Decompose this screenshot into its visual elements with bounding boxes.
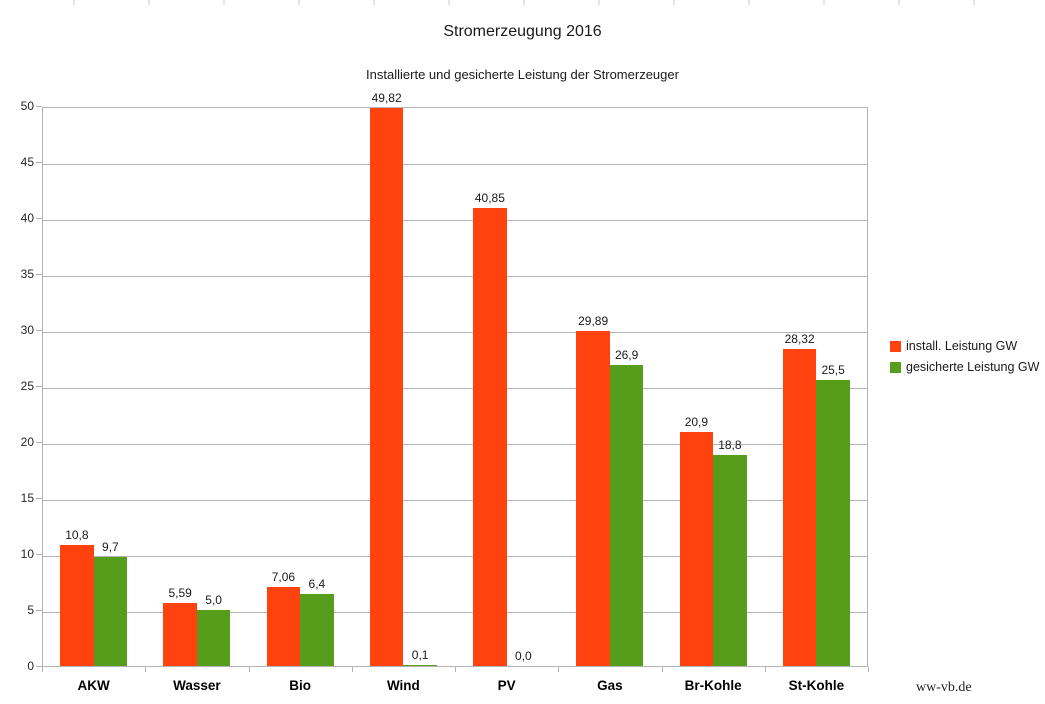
category-label-AKW: AKW [77, 678, 110, 693]
bar-install-PV [473, 208, 507, 666]
gridline-40 [43, 220, 867, 221]
chart-title: Stromerzeugung 2016 [443, 23, 602, 40]
category-label-Br-Kohle: Br-Kohle [684, 678, 742, 693]
x-axis-tick-0 [42, 667, 43, 672]
y-axis-tick-0 [36, 666, 42, 667]
y-axis-tick-45 [36, 162, 42, 163]
legend-label-installed: install. Leistung GW [906, 339, 1018, 353]
gridline-30 [43, 332, 867, 333]
y-axis-tick-35 [36, 274, 42, 275]
x-axis-tick-6 [661, 667, 663, 672]
value-label-install-PV: 40,85 [474, 191, 505, 206]
y-axis-tick-15 [36, 498, 42, 499]
bar-gesichert-St-Kohle [816, 380, 850, 666]
y-axis-label-5: 5 [27, 603, 34, 617]
y-axis-label-30: 30 [20, 323, 34, 337]
y-axis-tick-40 [36, 218, 42, 219]
y-axis-tick-30 [36, 330, 42, 331]
bar-gesichert-Gas [609, 364, 644, 666]
y-axis-label-40: 40 [20, 211, 34, 225]
value-label-gesichert-St-Kohle: 25,5 [821, 363, 845, 378]
gridline-15 [43, 500, 867, 501]
value-label-install-Wasser: 5,59 [168, 586, 192, 601]
bar-install-AKW [60, 545, 94, 666]
legend-item-secured: gesicherte Leistung GW [890, 360, 1039, 374]
bar-gesichert-Bio [300, 594, 334, 666]
bar-gesichert-Wind [403, 664, 437, 666]
category-label-PV: PV [497, 678, 516, 693]
value-label-gesichert-Wind: 0,1 [411, 647, 429, 662]
legend-label-secured: gesicherte Leistung GW [906, 360, 1040, 374]
x-axis-tick-1 [145, 667, 147, 672]
legend-item-installed: install. Leistung GW [890, 339, 1039, 353]
value-label-install-St-Kohle: 28,32 [784, 331, 815, 346]
category-label-Gas: Gas [597, 678, 623, 693]
y-axis-tick-25 [36, 386, 42, 387]
secured-series-swatch-icon [890, 361, 901, 373]
bar-gesichert-Br-Kohle [713, 455, 747, 666]
y-axis-tick-5 [36, 610, 42, 611]
bar-install-St-Kohle [782, 348, 817, 666]
gridline-25 [43, 388, 867, 389]
value-label-gesichert-AKW: 9,7 [102, 540, 119, 555]
bar-install-Wasser [163, 603, 197, 666]
y-axis-tick-20 [36, 442, 42, 443]
value-label-gesichert-Wasser: 5,0 [205, 593, 222, 607]
x-axis-tick-3 [351, 667, 353, 672]
bar-install-Wind [369, 108, 404, 666]
category-label-Bio: Bio [289, 678, 311, 693]
y-axis-label-20: 20 [20, 435, 34, 449]
x-axis-tick-7 [764, 667, 766, 672]
y-axis-label-15: 15 [20, 491, 34, 505]
y-axis-tick-50 [36, 106, 42, 107]
bar-install-Br-Kohle [679, 431, 714, 666]
y-axis-label-25: 25 [20, 379, 34, 393]
value-label-install-Wind: 49,82 [371, 91, 402, 106]
legend: install. Leistung GW gesicherte Leistung… [890, 339, 1039, 374]
gridline-20 [43, 444, 867, 445]
y-axis-label-10: 10 [20, 547, 34, 561]
installed-series-swatch-icon [890, 340, 901, 352]
bar-gesichert-Wasser [196, 610, 231, 666]
value-label-gesichert-PV: 0,0 [515, 649, 532, 663]
value-label-gesichert-Gas: 26,9 [614, 347, 639, 362]
x-axis-tick-2 [248, 667, 250, 672]
value-label-gesichert-Bio: 6,4 [308, 577, 326, 592]
gridline-5 [43, 612, 867, 613]
gridline-10 [43, 556, 867, 557]
value-label-install-AKW: 10,8 [65, 528, 89, 543]
chart-subtitle: Installierte und gesicherte Leistung der… [366, 67, 679, 82]
x-axis-tick-8 [868, 667, 869, 672]
gridline-35 [43, 276, 867, 277]
category-label-St-Kohle: St-Kohle [788, 678, 845, 693]
x-axis-tick-5 [558, 667, 560, 672]
bar-install-Gas [576, 331, 610, 666]
x-axis-tick-4 [455, 667, 456, 672]
y-axis-label-50: 50 [20, 99, 34, 113]
gridline-45 [43, 164, 867, 165]
value-label-install-Br-Kohle: 20,9 [684, 414, 709, 429]
category-label-Wasser: Wasser [173, 678, 221, 693]
y-axis-label-0: 0 [27, 659, 34, 673]
bar-install-Bio [266, 586, 301, 666]
watermark: ww-vb.de [916, 680, 972, 695]
y-axis-label-35: 35 [20, 267, 34, 281]
value-label-install-Gas: 29,89 [578, 314, 609, 329]
top-edge-artifact-marks [0, 0, 1045, 5]
bar-gesichert-AKW [93, 557, 128, 666]
category-label-Wind: Wind [386, 678, 420, 693]
plot-area [42, 107, 868, 667]
value-label-install-Bio: 7,06 [271, 569, 296, 584]
y-axis-tick-10 [36, 554, 42, 555]
value-label-gesichert-Br-Kohle: 18,8 [718, 438, 742, 453]
y-axis-label-45: 45 [20, 155, 34, 169]
